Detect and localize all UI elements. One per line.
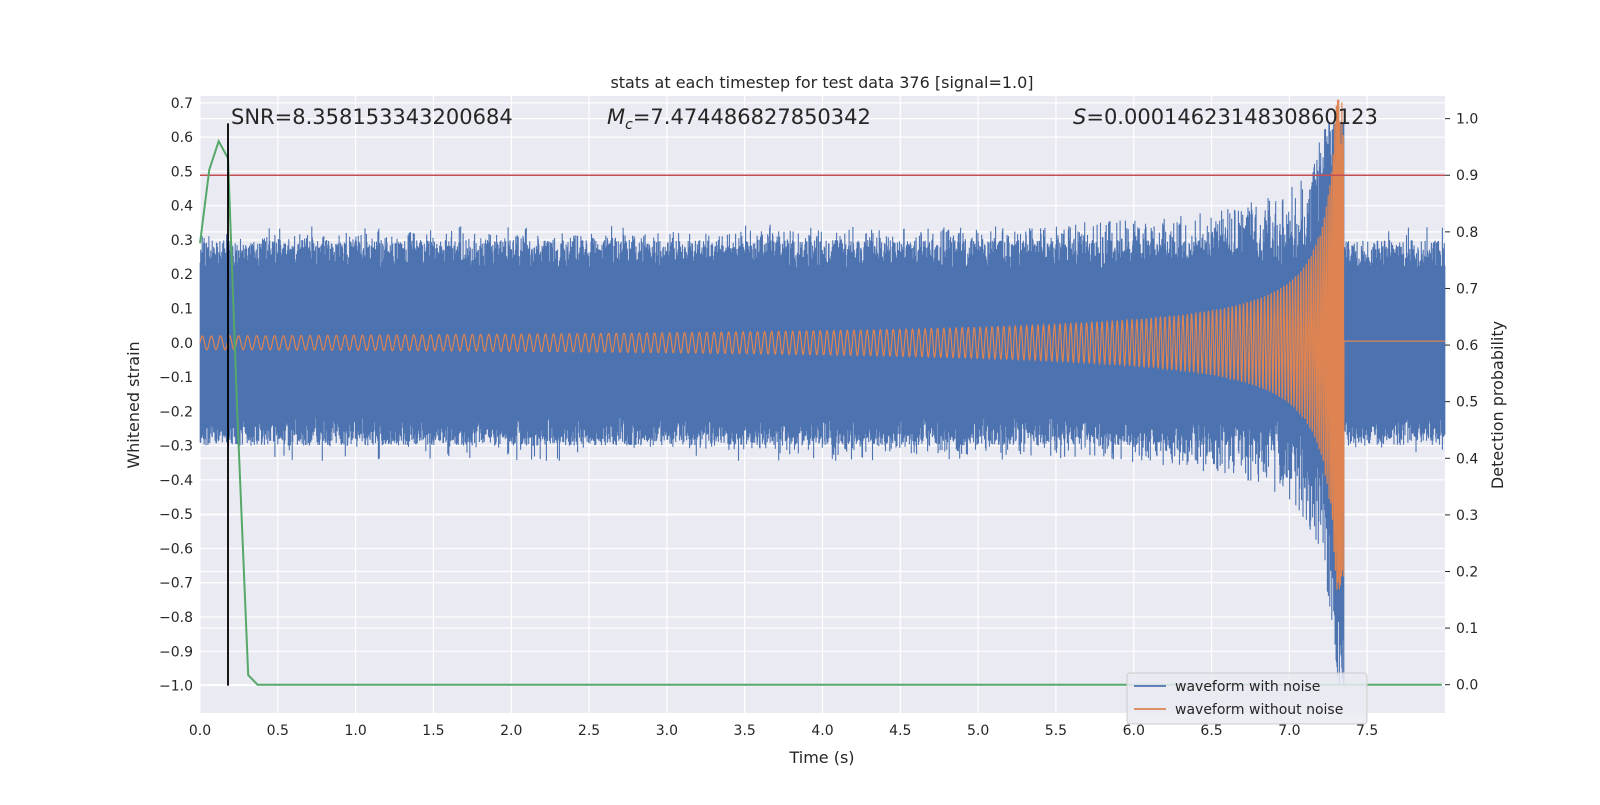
y-tick-label: −0.5 [159,507,193,523]
x-tick-label: 1.5 [422,723,444,739]
y-tick-label: −0.6 [159,541,193,557]
x-tick-label: 7.5 [1356,723,1378,739]
y2-tick-label: 0.0 [1456,678,1478,694]
y2-tick-label: 1.0 [1456,112,1478,128]
y-tick-label: −0.3 [159,439,193,455]
y2-tick-label: 0.4 [1456,451,1478,467]
y-axis-label: Whitened strain [124,341,143,468]
y-tick-label: −0.2 [159,404,193,420]
y2-axis-label: Detection probability [1488,321,1507,489]
mc-symbol: M [607,105,625,129]
y-tick-label: −0.8 [159,610,193,626]
s-statistic-annotation: S=0.0001462314830860123 [1073,105,1378,129]
clean-waveform [199,99,1445,590]
x-tick-label: 2.0 [500,723,522,739]
x-tick-label: 7.0 [1278,723,1300,739]
y2-tick-label: 0.9 [1456,168,1478,184]
y-tick-label: −0.9 [159,644,193,660]
tick-labels: 0.0 0.5 1.0 1.5 2.0 2.5 3.0 3.5 4.0 4.5 5.0 5.5 6.0 6… [159,96,1478,739]
y-tick-label: 0.6 [171,130,193,146]
y2-tick-label: 0.5 [1456,395,1478,411]
x-tick-label: 3.0 [656,723,678,739]
y-tick-label: 0.5 [171,164,193,180]
chart-title: stats at each timestep for test data 376… [610,73,1033,92]
x-axis-label: Time (s) [788,748,854,767]
chirp-mass-annotation: Mc=7.474486827850342 [607,105,871,133]
y-tick-label: 0.3 [171,233,193,249]
x-tick-label: 5.5 [1045,723,1067,739]
y-tick-label: −1.0 [159,679,193,695]
mc-subscript: c [625,117,633,133]
legend-box [1126,672,1368,725]
y2-tick-label: 0.8 [1456,225,1478,241]
snr-annotation: SNR=8.358153343200684 [231,105,513,129]
x-tick-label: 4.0 [811,723,833,739]
legend-label-clean: waveform without noise [1175,702,1343,718]
clean-waveform-path [199,99,1445,590]
y-tick-label: −0.1 [159,370,193,386]
mc-value: =7.474486827850342 [633,105,871,129]
x-tick-label: 1.0 [344,723,366,739]
x-tick-label: 4.5 [889,723,911,739]
y-tick-label: 0.2 [171,267,193,283]
x-tick-label: 0.5 [267,723,289,739]
x-tick-label: 6.0 [1123,723,1145,739]
y-tick-label: −0.4 [159,473,193,489]
s-symbol: S [1073,105,1086,129]
x-tick-label: 5.0 [967,723,989,739]
y2-tick-label: 0.3 [1456,508,1478,524]
y2-tick-label: 0.6 [1456,338,1478,354]
y2-tick-label: 0.7 [1456,281,1478,297]
y-tick-label: 0.1 [171,302,193,318]
x-tick-label: 6.5 [1200,723,1222,739]
legend-label-noise: waveform with noise [1175,679,1320,695]
y-tick-label: 0.0 [171,336,193,352]
y2-tick-label: 0.2 [1456,564,1478,580]
y-tick-label: −0.7 [159,576,193,592]
y2-tick-label: 0.1 [1456,621,1478,637]
x-tick-label: 3.5 [734,723,756,739]
x-tick-label: 2.5 [578,723,600,739]
y-tick-label: 0.7 [171,96,193,112]
x-tick-label: 0.0 [189,723,211,739]
y-tick-label: 0.4 [171,199,193,215]
legend: waveform with noise waveform without noi… [1126,672,1368,725]
s-value: =0.0001462314830860123 [1086,105,1378,129]
